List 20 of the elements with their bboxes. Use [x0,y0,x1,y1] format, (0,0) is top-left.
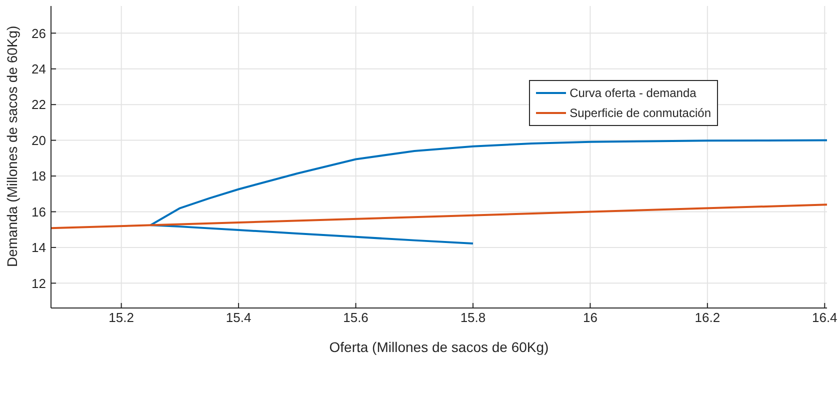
x-tick-label: 16.2 [694,310,720,326]
x-tick-label: 16.4 [812,310,838,326]
x-tick-label: 16 [582,310,598,326]
y-tick-label: 16 [32,204,46,220]
legend-label: Curva oferta - demanda [570,85,696,102]
x-tick-label: 15.6 [343,310,368,326]
y-tick-label: 12 [32,276,46,291]
y-tick-label: 22 [32,97,46,112]
y-tick-label: 20 [32,132,46,148]
line-series [150,139,827,245]
legend-label: Superficie de conmutación [570,105,711,122]
x-tick-label: 15.8 [460,310,486,326]
y-tick-label: 26 [32,26,46,41]
y-tick-label: 14 [32,240,46,256]
y-tick-label: 24 [32,61,46,76]
x-tick-label: 15.2 [108,310,134,326]
y-tick-label: 18 [32,168,46,184]
y-axis-title: Demanda (Millones de sacos de 60Kg) [4,26,20,267]
x-axis-title: Oferta (Millones de sacos de 60Kg) [329,339,549,355]
x-tick-label: 15.4 [226,310,252,326]
